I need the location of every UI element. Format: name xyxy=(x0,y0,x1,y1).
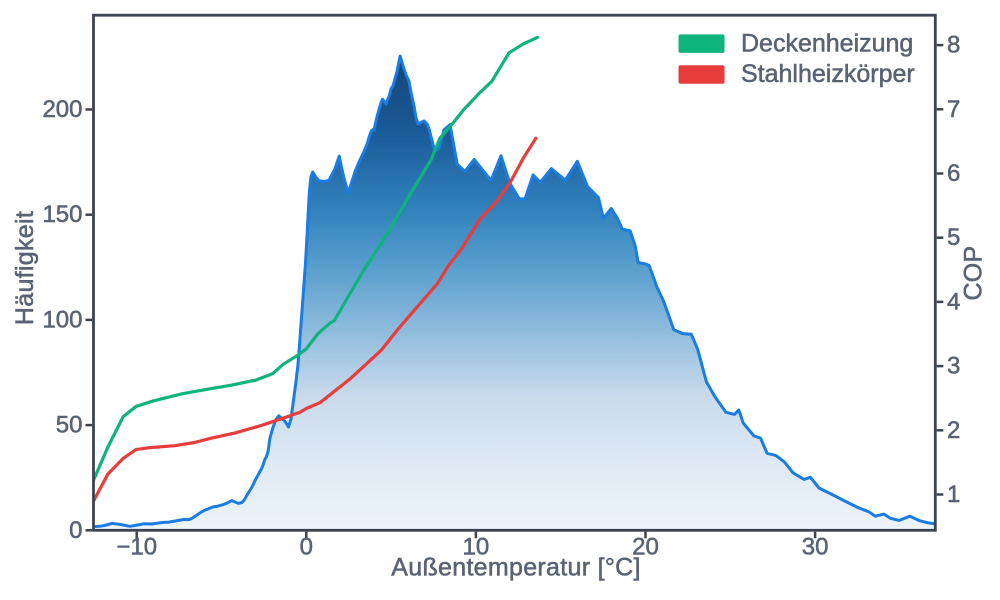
svg-text:30: 30 xyxy=(802,534,829,561)
svg-text:Außentemperatur [°C]: Außentemperatur [°C] xyxy=(391,554,640,582)
svg-text:7: 7 xyxy=(947,96,960,123)
svg-text:10: 10 xyxy=(463,534,490,561)
svg-text:50: 50 xyxy=(56,412,83,439)
svg-text:1: 1 xyxy=(947,481,960,508)
svg-text:2: 2 xyxy=(947,417,960,444)
svg-text:0: 0 xyxy=(69,517,82,544)
svg-text:20: 20 xyxy=(632,534,659,561)
svg-text:6: 6 xyxy=(947,160,960,187)
svg-text:8: 8 xyxy=(947,32,960,59)
svg-text:5: 5 xyxy=(947,224,960,251)
svg-text:Stahlheizkörper: Stahlheizkörper xyxy=(741,60,915,88)
svg-text:−10: −10 xyxy=(116,534,157,561)
svg-text:Häufigkeit: Häufigkeit xyxy=(11,211,39,325)
svg-text:200: 200 xyxy=(42,96,82,123)
svg-text:COP: COP xyxy=(960,245,988,300)
svg-text:100: 100 xyxy=(42,306,82,333)
svg-text:3: 3 xyxy=(947,353,960,380)
svg-text:150: 150 xyxy=(42,201,82,228)
svg-text:0: 0 xyxy=(300,534,313,561)
svg-text:4: 4 xyxy=(947,288,960,315)
svg-text:Deckenheizung: Deckenheizung xyxy=(741,30,913,58)
